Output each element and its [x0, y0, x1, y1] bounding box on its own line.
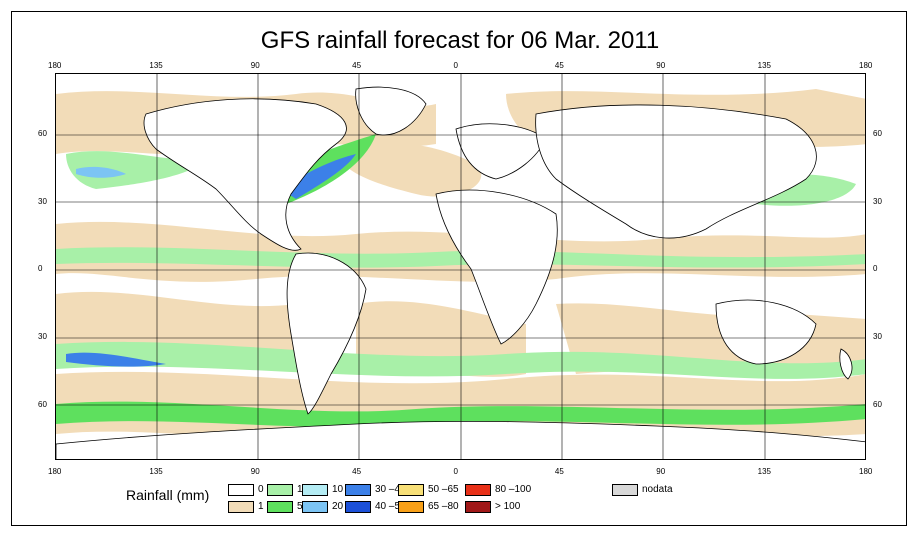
legend-swatch — [345, 484, 371, 496]
land-africa — [435, 189, 558, 345]
legend-label: nodata — [642, 484, 673, 495]
legend-label: > 100 — [495, 501, 521, 512]
latitude-tick-label: 0 — [873, 264, 878, 273]
legend-label: 65 –80 — [428, 501, 459, 512]
legend-swatch — [465, 501, 491, 513]
longitude-tick-label: 0 — [453, 61, 458, 70]
legend-label: 50 –65 — [428, 484, 459, 495]
rain-band-pacific-green — [66, 151, 206, 189]
legend-swatch — [465, 484, 491, 496]
land-new-zealand — [839, 348, 853, 380]
latitude-tick-label: 30 — [38, 332, 47, 341]
longitude-tick-label: 45 — [554, 467, 564, 476]
legend-title: Rainfall (mm) — [126, 487, 210, 503]
legend-swatch — [302, 484, 328, 496]
latitude-tick-label: 30 — [873, 197, 882, 206]
graticule — [56, 74, 865, 459]
land-australia — [715, 299, 817, 365]
longitude-tick-label: 135 — [757, 61, 771, 70]
rainfall-map-svg — [56, 74, 865, 459]
rain-band-south-blue — [66, 352, 166, 367]
longitude-tick-label: 90 — [656, 61, 666, 70]
legend-swatch — [267, 484, 293, 496]
latitude-tick-label: 60 — [38, 400, 47, 409]
legend-swatch — [398, 501, 424, 513]
latitude-tick-label: 30 — [38, 197, 47, 206]
legend-swatch — [612, 484, 638, 496]
longitude-tick-label: 90 — [656, 467, 666, 476]
latitude-tick-label: 0 — [38, 264, 43, 273]
legend-swatch — [398, 484, 424, 496]
map-title: GFS rainfall forecast for 06 Mar. 2011 — [260, 27, 660, 54]
land-north-america — [143, 98, 347, 251]
latitude-tick-label: 60 — [873, 400, 882, 409]
rainfall-map — [55, 73, 866, 460]
legend-swatch — [228, 484, 254, 496]
longitude-tick-label: 180 — [859, 467, 873, 476]
longitude-tick-label: 180 — [859, 61, 873, 70]
legend-swatch — [228, 501, 254, 513]
longitude-tick-label: 45 — [352, 61, 362, 70]
longitude-tick-label: 0 — [453, 467, 458, 476]
legend-swatch — [267, 501, 293, 513]
longitude-tick-label: 45 — [554, 61, 564, 70]
longitude-tick-label: 180 — [48, 467, 62, 476]
latitude-tick-label: 60 — [873, 129, 882, 138]
land-south-america — [286, 252, 367, 415]
longitude-tick-label: 45 — [352, 467, 362, 476]
longitude-tick-label: 135 — [149, 467, 163, 476]
legend-label: 0 — [258, 484, 264, 495]
longitude-tick-label: 180 — [48, 61, 62, 70]
longitude-tick-label: 135 — [757, 467, 771, 476]
legend-swatch — [302, 501, 328, 513]
longitude-tick-label: 90 — [250, 467, 260, 476]
land-greenland — [355, 86, 427, 136]
rain-band-north-atlantic — [336, 143, 482, 197]
legend-label: 30 –40 — [375, 484, 406, 495]
rain-band-pacific-blue — [76, 166, 126, 178]
legend-label: 80 –100 — [495, 484, 532, 495]
longitude-tick-label: 90 — [250, 61, 260, 70]
latitude-tick-label: 60 — [38, 129, 47, 138]
legend-label: 40 –50 — [375, 501, 406, 512]
rain-band-atlantic-blue — [281, 154, 356, 199]
land-europe — [455, 123, 547, 180]
longitude-tick-label: 135 — [149, 61, 163, 70]
legend-label: 1 — [258, 501, 264, 512]
land-asia — [535, 104, 817, 239]
latitude-tick-label: 30 — [873, 332, 882, 341]
legend-swatch — [345, 501, 371, 513]
